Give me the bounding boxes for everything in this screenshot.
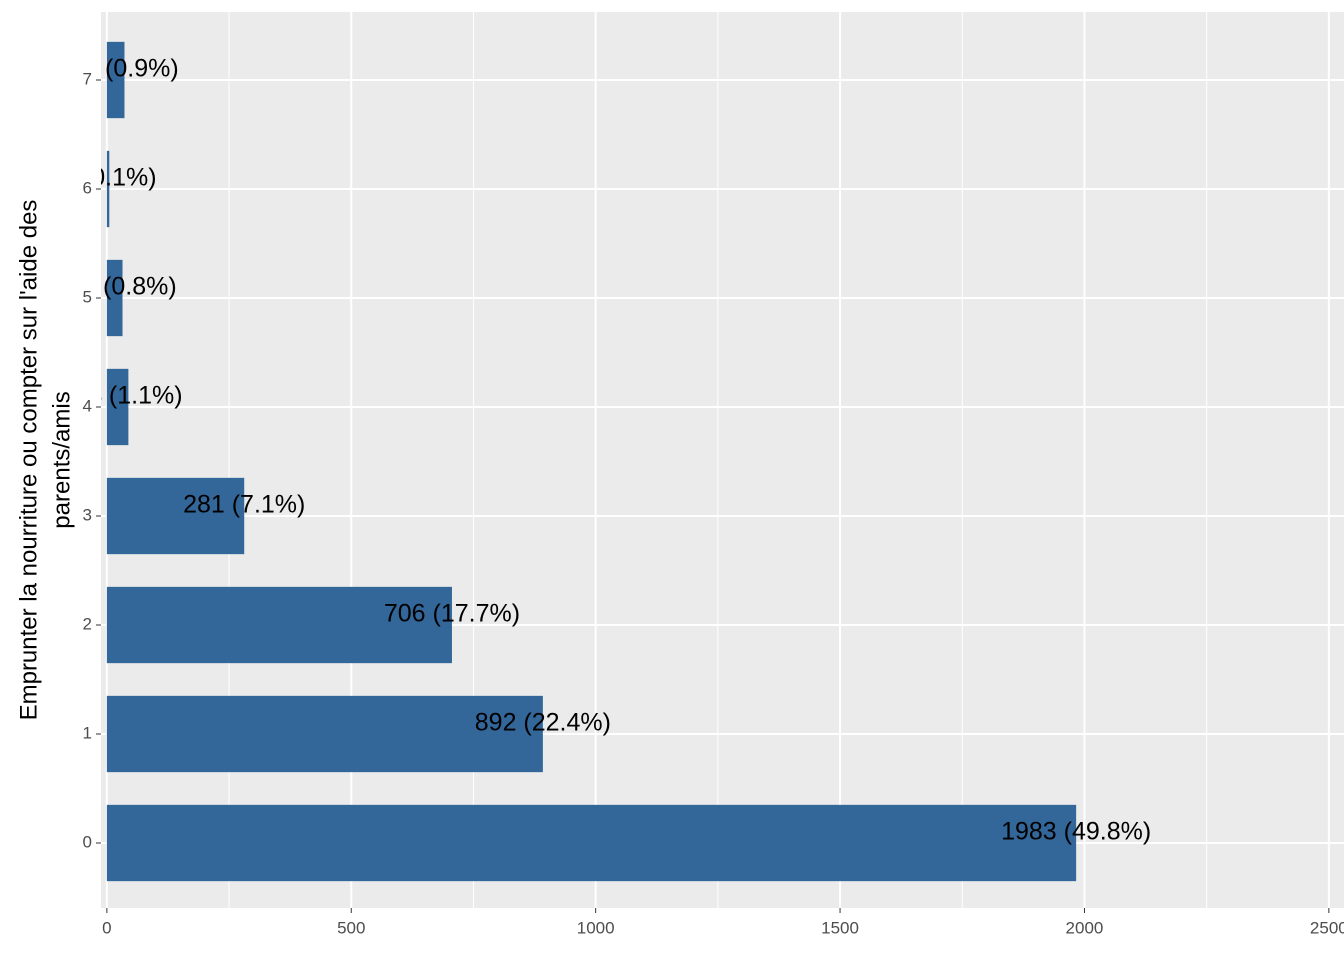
y-axis-title: Emprunter la nourriture ou compter sur l…	[15, 200, 42, 721]
y-tick-label: 4	[83, 396, 92, 415]
bar	[106, 41, 125, 119]
value-labels: 1983 (49.8%) 892 (22.4%) 706 (17.7%) 281 (7…	[62, 55, 1151, 846]
y-tick-label: 6	[83, 178, 92, 197]
marks	[106, 41, 1077, 882]
y-axis-title: parents/amis	[48, 391, 75, 528]
panel	[101, 12, 1344, 908]
bar	[106, 586, 452, 664]
y-tick-label: 1	[83, 723, 92, 742]
y-tick-label: 7	[83, 69, 92, 88]
value-label: 36 (0.9%)	[70, 55, 178, 83]
x-tick-label: 2500	[1310, 918, 1344, 937]
x-tick-label: 0	[102, 918, 111, 937]
y-tick-label: 5	[83, 287, 92, 306]
x-tick-label: 500	[337, 918, 365, 937]
y-tick-label: 2	[83, 614, 92, 633]
value-label: 892 (22.4%)	[475, 709, 611, 737]
x-tick-label: 1500	[821, 918, 859, 937]
bar	[106, 150, 110, 228]
x-tick-label: 1000	[577, 918, 615, 937]
value-label: 281 (7.1%)	[183, 491, 305, 519]
bar	[106, 695, 543, 773]
value-label: 1983 (49.8%)	[1001, 818, 1151, 846]
bar	[106, 804, 1077, 882]
bar	[106, 368, 129, 446]
x-tick-label: 2000	[1066, 918, 1104, 937]
y-tick-label: 0	[83, 832, 92, 851]
value-label: 5 (0.1%)	[62, 164, 156, 192]
value-label: 44 (1.1%)	[74, 382, 182, 410]
value-label: 32 (0.8%)	[68, 273, 176, 301]
axes: 0 500 1000 1500 2000 2500 0 1 2 3 4 5 6 7	[83, 69, 1344, 937]
value-label: 706 (17.7%)	[384, 600, 520, 628]
bar	[106, 259, 123, 337]
y-tick-label: 3	[83, 505, 92, 524]
bar	[106, 477, 245, 555]
